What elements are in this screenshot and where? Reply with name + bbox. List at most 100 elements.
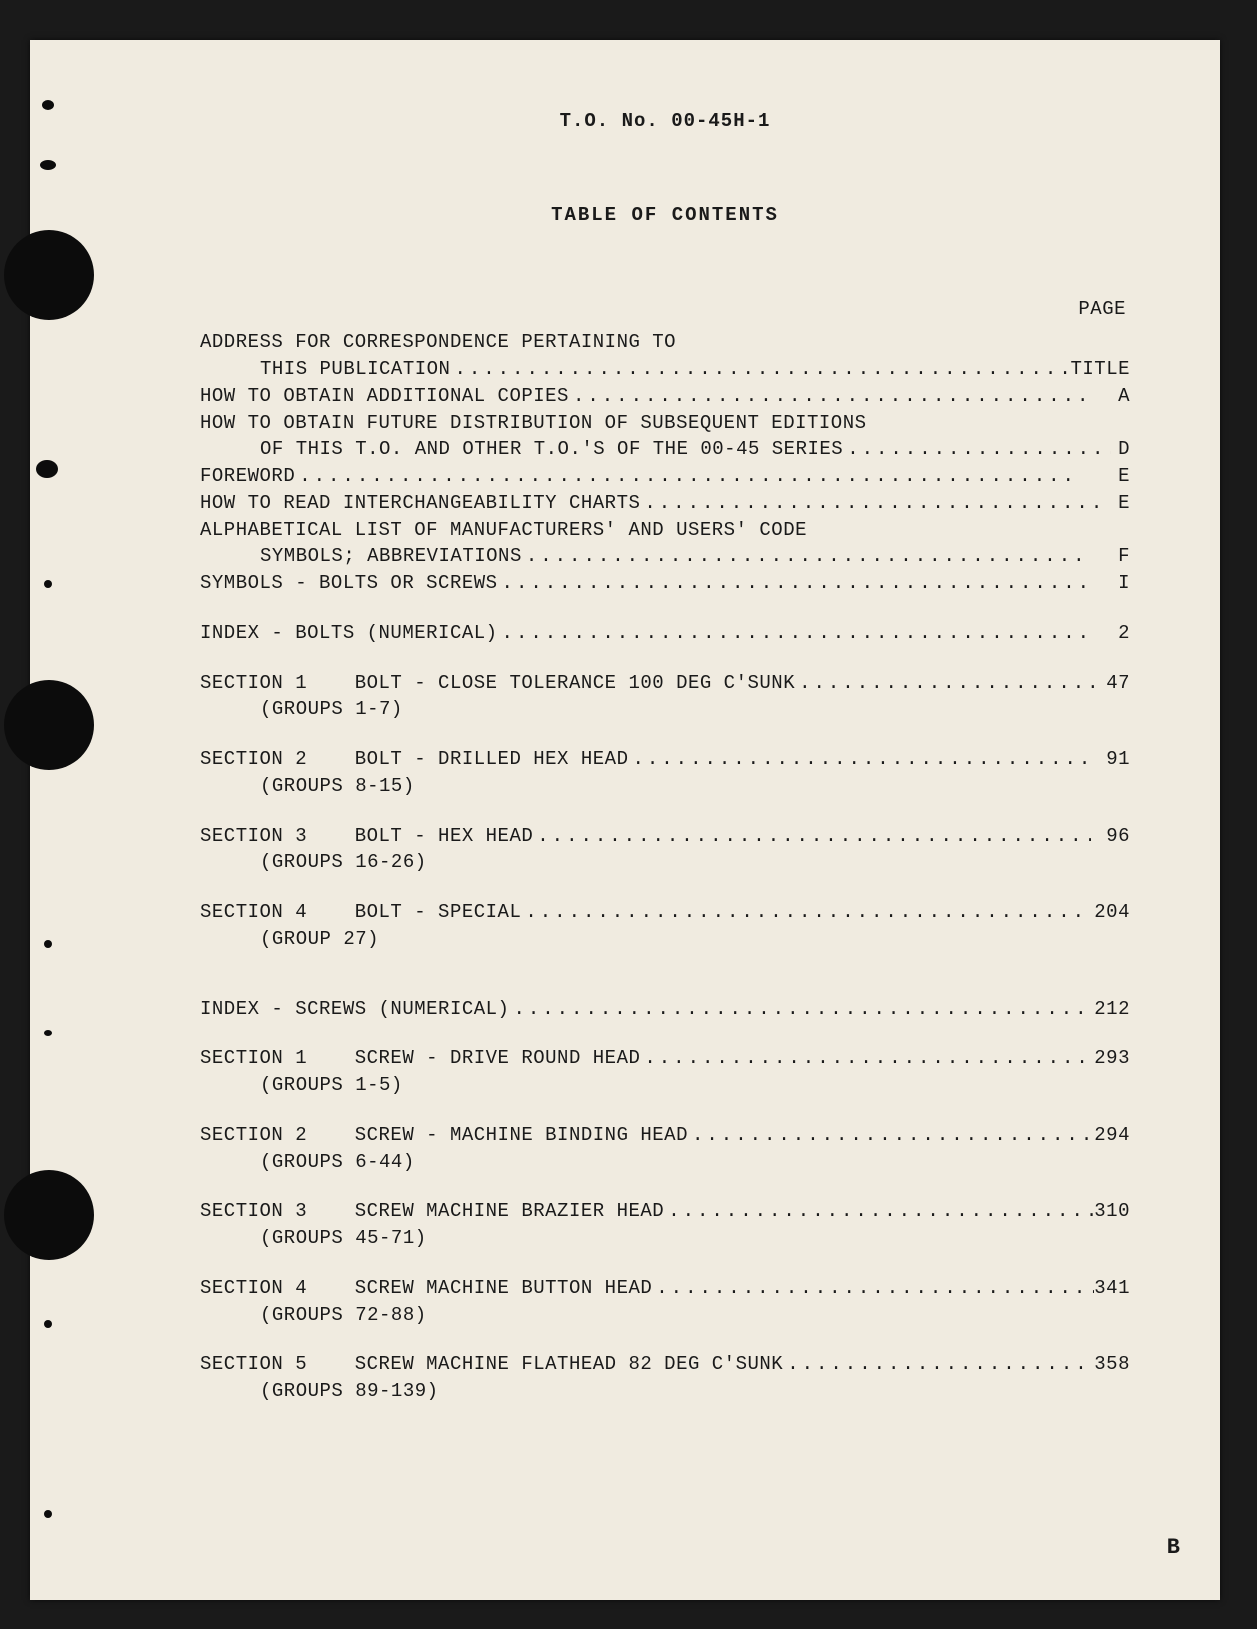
content-area: T.O. No. 00-45H-1 TABLE OF CONTENTS PAGE… — [200, 70, 1130, 1407]
leader-dots — [522, 545, 1090, 569]
punch-hole-icon — [4, 680, 94, 770]
artifact-speck — [44, 940, 52, 948]
punch-hole-icon — [4, 1170, 94, 1260]
toc-entry-page: 96 — [1091, 825, 1130, 849]
toc-entry: SECTION 5 SCREW MACHINE FLATHEAD 82 DEG … — [200, 1353, 1130, 1377]
toc-subnote-text: (GROUPS 6-44) — [200, 1151, 415, 1175]
toc-subnote: (GROUPS 72-88) — [200, 1304, 1130, 1328]
toc-entry-text: SYMBOLS; ABBREVIATIONS — [200, 545, 522, 569]
toc-entry-text: SYMBOLS - BOLTS OR SCREWS — [200, 572, 498, 596]
toc-entry-page: A — [1093, 385, 1130, 409]
toc-entry: SECTION 3 BOLT - HEX HEAD 96 — [200, 825, 1130, 849]
punch-hole-icon — [4, 230, 94, 320]
artifact-speck — [44, 1510, 52, 1518]
toc-entry-page: E — [1098, 492, 1130, 516]
toc-entry-text: SECTION 3 SCREW MACHINE BRAZIER HEAD — [200, 1200, 664, 1224]
leader-dots — [664, 1200, 1094, 1224]
toc-entry-page: D — [1111, 438, 1130, 462]
artifact-speck — [40, 160, 56, 170]
toc-entry-page: 91 — [1097, 748, 1130, 772]
toc-entry-text: INDEX - BOLTS (NUMERICAL) — [200, 622, 498, 646]
toc-entry-page: 294 — [1094, 1124, 1130, 1148]
leader-dots — [640, 1047, 1094, 1071]
leader-dots — [509, 998, 1089, 1022]
toc-entry-text: INDEX - SCREWS (NUMERICAL) — [200, 998, 509, 1022]
toc-entry-page: 293 — [1094, 1047, 1130, 1071]
toc-entry: THIS PUBLICATIONTITLE — [200, 358, 1130, 382]
artifact-speck — [42, 100, 54, 110]
leader-dots — [628, 748, 1097, 772]
scan-background: T.O. No. 00-45H-1 TABLE OF CONTENTS PAGE… — [0, 0, 1257, 1629]
paper-page: T.O. No. 00-45H-1 TABLE OF CONTENTS PAGE… — [30, 40, 1220, 1600]
toc-subnote-text: (GROUPS 45-71) — [200, 1227, 427, 1251]
artifact-speck — [44, 1320, 52, 1328]
toc-entry-text: SECTION 2 BOLT - DRILLED HEX HEAD — [200, 748, 628, 772]
artifact-speck — [44, 1030, 52, 1036]
toc-entry: SECTION 4 SCREW MACHINE BUTTON HEAD341 — [200, 1277, 1130, 1301]
leader-dots — [843, 438, 1111, 462]
toc-entry-page: I — [1088, 572, 1130, 596]
toc-entry: SECTION 2 BOLT - DRILLED HEX HEAD 91 — [200, 748, 1130, 772]
toc-entry: SECTION 1 SCREW - DRIVE ROUND HEAD293 — [200, 1047, 1130, 1071]
page-title: TABLE OF CONTENTS — [200, 204, 1130, 228]
toc-subnote-text: (GROUPS 16-26) — [200, 851, 427, 875]
toc-entry-text: SECTION 2 SCREW - MACHINE BINDING HEAD — [200, 1124, 688, 1148]
table-of-contents: ADDRESS FOR CORRESPONDENCE PERTAINING TO… — [200, 331, 1130, 1404]
toc-subnote: (GROUP 27) — [200, 928, 1130, 952]
toc-entry: HOW TO OBTAIN ADDITIONAL COPIES A — [200, 385, 1130, 409]
toc-entry-text: OF THIS T.O. AND OTHER T.O.'S OF THE 00-… — [200, 438, 843, 462]
toc-entry: SYMBOLS; ABBREVIATIONS F — [200, 545, 1130, 569]
leader-dots — [295, 465, 1075, 489]
toc-continuation-line: ALPHABETICAL LIST OF MANUFACTURERS' AND … — [200, 519, 1130, 543]
toc-entry-page: 358 — [1094, 1353, 1130, 1377]
toc-subnote-text: (GROUPS 89-139) — [200, 1380, 439, 1404]
toc-entry-text: SECTION 5 SCREW MACHINE FLATHEAD 82 DEG … — [200, 1353, 783, 1377]
leader-dots — [640, 492, 1098, 516]
toc-entry: INDEX - BOLTS (NUMERICAL)2 — [200, 622, 1130, 646]
toc-entry-page: 310 — [1094, 1200, 1130, 1224]
toc-entry: SECTION 3 SCREW MACHINE BRAZIER HEAD 310 — [200, 1200, 1130, 1224]
toc-entry: SYMBOLS - BOLTS OR SCREWS I — [200, 572, 1130, 596]
toc-entry: SECTION 1 BOLT - CLOSE TOLERANCE 100 DEG… — [200, 672, 1130, 696]
artifact-speck — [44, 580, 52, 588]
leader-dots — [688, 1124, 1094, 1148]
leader-dots — [652, 1277, 1094, 1301]
toc-subnote-text: (GROUPS 1-7) — [200, 698, 403, 722]
toc-subnote: (GROUPS 89-139) — [200, 1380, 1130, 1404]
toc-entry-text: SECTION 3 BOLT - HEX HEAD — [200, 825, 533, 849]
toc-subnote: (GROUPS 16-26) — [200, 851, 1130, 875]
toc-subnote-text: (GROUPS 1-5) — [200, 1074, 403, 1098]
toc-entry-page: F — [1090, 545, 1130, 569]
toc-continuation-line: HOW TO OBTAIN FUTURE DISTRIBUTION OF SUB… — [200, 412, 1130, 436]
toc-entry: SECTION 2 SCREW - MACHINE BINDING HEAD 29… — [200, 1124, 1130, 1148]
artifact-speck — [36, 460, 58, 478]
toc-subnote: (GROUPS 8-15) — [200, 775, 1130, 799]
toc-entry: FOREWORDE — [200, 465, 1130, 489]
toc-subnote-text: (GROUP 27) — [200, 928, 379, 952]
toc-entry-text: THIS PUBLICATION — [200, 358, 450, 382]
toc-entry: HOW TO READ INTERCHANGEABILITY CHARTS E — [200, 492, 1130, 516]
toc-entry-text: SECTION 1 BOLT - CLOSE TOLERANCE 100 DEG… — [200, 672, 795, 696]
document-number: T.O. No. 00-45H-1 — [200, 110, 1130, 134]
toc-subnote: (GROUPS 1-7) — [200, 698, 1130, 722]
leader-dots — [498, 572, 1089, 596]
page-column-header: PAGE — [200, 298, 1130, 322]
leader-dots — [498, 622, 1089, 646]
toc-subnote: (GROUPS 45-71) — [200, 1227, 1130, 1251]
toc-entry-text: HOW TO READ INTERCHANGEABILITY CHARTS — [200, 492, 640, 516]
toc-continuation-line: ADDRESS FOR CORRESPONDENCE PERTAINING TO — [200, 331, 1130, 355]
toc-entry-text: HOW TO OBTAIN FUTURE DISTRIBUTION OF SUB… — [200, 412, 867, 436]
toc-entry: SECTION 4 BOLT - SPECIAL204 — [200, 901, 1130, 925]
leader-dots — [521, 901, 1090, 925]
toc-subnote: (GROUPS 1-5) — [200, 1074, 1130, 1098]
toc-entry-page: 212 — [1089, 998, 1130, 1022]
toc-entry-page: E — [1075, 465, 1130, 489]
toc-subnote: (GROUPS 6-44) — [200, 1151, 1130, 1175]
leader-dots — [533, 825, 1090, 849]
toc-entry-text: HOW TO OBTAIN ADDITIONAL COPIES — [200, 385, 569, 409]
toc-entry-text: SECTION 4 SCREW MACHINE BUTTON HEAD — [200, 1277, 652, 1301]
leader-dots — [450, 358, 1070, 382]
leader-dots — [569, 385, 1093, 409]
toc-entry-page: 204 — [1090, 901, 1130, 925]
toc-subnote-text: (GROUPS 8-15) — [200, 775, 415, 799]
